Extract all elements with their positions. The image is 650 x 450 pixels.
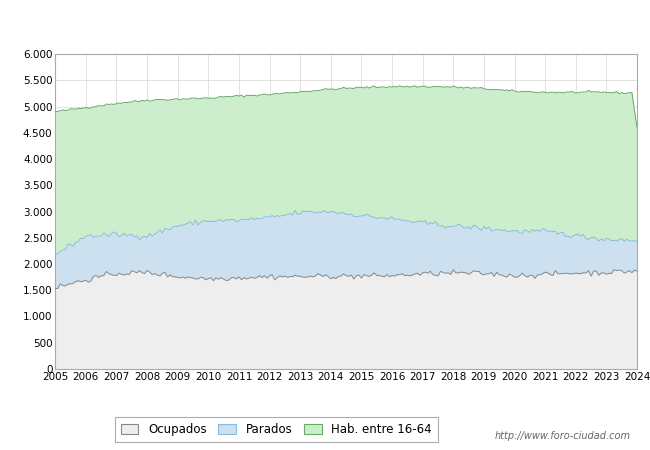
Legend: Ocupados, Parados, Hab. entre 16-64: Ocupados, Parados, Hab. entre 16-64 xyxy=(115,417,437,442)
Text: Los Santos de Maimona - Evolucion de la poblacion en edad de Trabajar Mayo de 20: Los Santos de Maimona - Evolucion de la … xyxy=(69,14,581,27)
Text: http://www.foro-ciudad.com: http://www.foro-ciudad.com xyxy=(495,431,630,441)
